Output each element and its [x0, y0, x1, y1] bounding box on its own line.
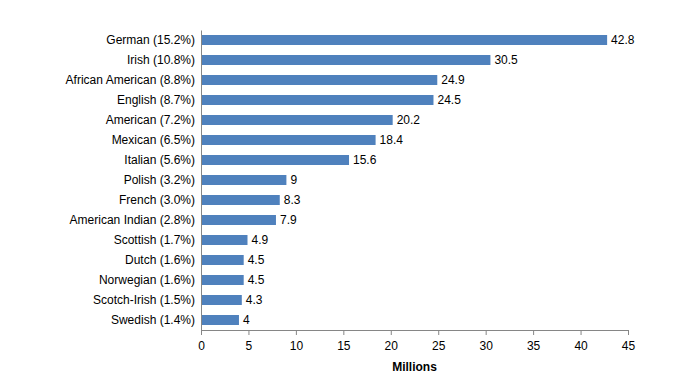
y-tick: Scotch-Irish (1.5%) [93, 293, 201, 307]
x-tick-label: 40 [574, 339, 588, 353]
x-tick-mark [296, 330, 297, 335]
y-tick: Mexican (6.5%) [112, 133, 201, 147]
y-tick: American Indian (2.8%) [70, 213, 201, 227]
bar [201, 235, 247, 245]
x-tick: 30 [479, 330, 493, 353]
y-tick-label: Dutch (1.6%) [125, 253, 195, 267]
y-tick-label: American Indian (2.8%) [70, 213, 195, 227]
y-tick: French (3.0%) [119, 193, 201, 207]
x-tick-label: 5 [246, 339, 253, 353]
x-tick-mark [486, 330, 487, 335]
bar [201, 35, 607, 45]
bar [201, 95, 433, 105]
data-label: 9 [290, 173, 297, 187]
data-label: 18.4 [380, 133, 404, 147]
data-label: 42.8 [611, 33, 635, 47]
y-tick: Italian (5.6%) [124, 153, 201, 167]
y-tick: Scottish (1.7%) [114, 233, 201, 247]
x-tick-mark [391, 330, 392, 335]
data-label: 30.5 [494, 53, 518, 67]
x-tick-label: 35 [527, 339, 541, 353]
data-label: 4.5 [248, 253, 265, 267]
x-tick-label: 20 [385, 339, 399, 353]
x-axis-title: Millions [392, 360, 437, 374]
y-tick: Dutch (1.6%) [125, 253, 201, 267]
y-tick-label: Norwegian (1.6%) [99, 273, 195, 287]
y-tick-label: Swedish (1.4%) [111, 313, 195, 327]
x-axis: 0 5 10 15 20 25 30 35 40 45 [198, 330, 635, 353]
x-axis-line [202, 330, 629, 331]
x-tick: 10 [290, 330, 304, 353]
data-label: 4.3 [246, 293, 263, 307]
data-label: 4.9 [251, 233, 268, 247]
x-tick: 35 [527, 330, 541, 353]
x-tick-label: 30 [479, 339, 493, 353]
bar [201, 135, 376, 145]
x-tick-mark [248, 330, 249, 335]
y-tick: Polish (3.2%) [124, 173, 201, 187]
y-tick: English (8.7%) [117, 93, 201, 107]
y-tick-label: Mexican (6.5%) [112, 133, 195, 147]
x-tick-label: 25 [432, 339, 446, 353]
bar [201, 75, 437, 85]
x-tick-label: 0 [198, 339, 205, 353]
y-axis-line [201, 31, 202, 331]
y-tick: German (15.2%) [106, 33, 201, 47]
y-tick: American (7.2%) [106, 113, 201, 127]
x-tick: 5 [246, 330, 253, 353]
data-label: 24.5 [437, 93, 461, 107]
data-label: 7.9 [280, 213, 297, 227]
bar [201, 115, 393, 125]
data-label: 15.6 [353, 153, 377, 167]
data-label: 4.5 [248, 273, 265, 287]
x-tick-label: 45 [622, 339, 636, 353]
data-labels: 42.8 30.5 24.9 24.5 20.2 18.415.6 9 8.3 7.9 4.9 4.… [243, 33, 635, 327]
x-tick-mark [628, 330, 629, 335]
x-tick: 20 [385, 330, 399, 353]
data-label: 24.9 [441, 73, 465, 87]
y-tick-label: Polish (3.2%) [124, 173, 195, 187]
data-label: 8.3 [284, 193, 301, 207]
x-tick: 15 [337, 330, 351, 353]
y-tick-label: African American (8.8%) [66, 73, 195, 87]
x-tick: 40 [574, 330, 588, 353]
bar [201, 275, 244, 285]
y-axis: German (15.2%) Irish (10.8%) African Ameri… [66, 31, 202, 331]
bar [201, 255, 244, 265]
x-tick-mark [438, 330, 439, 335]
bar [201, 55, 490, 65]
y-tick-label: Italian (5.6%) [124, 153, 195, 167]
bar [201, 215, 276, 225]
bar [201, 175, 286, 185]
data-label: 4 [243, 313, 250, 327]
y-tick-label: Irish (10.8%) [127, 53, 195, 67]
x-tick-label: 10 [290, 339, 304, 353]
x-tick: 45 [622, 330, 636, 353]
x-tick: 0 [198, 330, 205, 353]
y-tick: Irish (10.8%) [127, 53, 201, 67]
data-label: 20.2 [397, 113, 421, 127]
y-tick: Norwegian (1.6%) [99, 273, 201, 287]
bars [201, 35, 607, 325]
bar [201, 195, 280, 205]
x-tick-mark [533, 330, 534, 335]
x-tick-mark [343, 330, 344, 335]
y-tick-label: German (15.2%) [106, 33, 195, 47]
x-tick: 25 [432, 330, 446, 353]
y-tick-label: American (7.2%) [106, 113, 195, 127]
y-tick-label: French (3.0%) [119, 193, 195, 207]
y-tick: Swedish (1.4%) [111, 313, 201, 327]
x-tick-mark [201, 330, 202, 335]
y-tick-label: English (8.7%) [117, 93, 195, 107]
bar [201, 315, 239, 325]
y-tick: African American (8.8%) [66, 73, 201, 87]
chart: 0 5 10 15 20 25 30 35 40 45 German (15.2%) Irish (1… [0, 0, 691, 385]
x-tick-mark [581, 330, 582, 335]
y-tick-label: Scotch-Irish (1.5%) [93, 293, 195, 307]
bar [201, 155, 349, 165]
x-tick-label: 15 [337, 339, 351, 353]
bar [201, 295, 242, 305]
y-tick-label: Scottish (1.7%) [114, 233, 195, 247]
